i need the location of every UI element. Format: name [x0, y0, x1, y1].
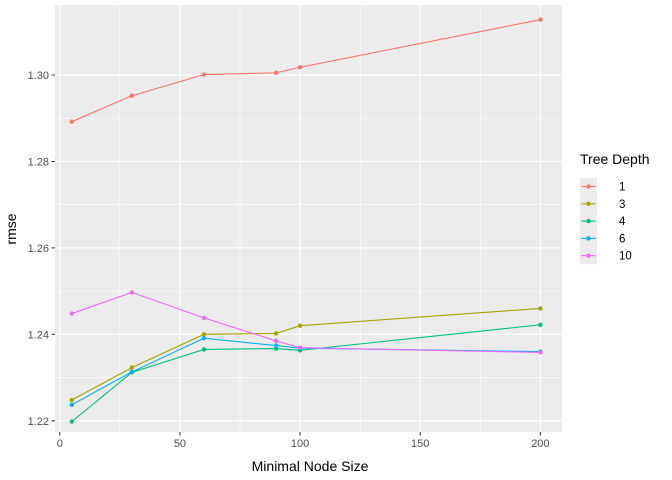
data-point-10 [69, 311, 75, 316]
x-tick-label: 200 [531, 438, 549, 450]
data-point-10 [201, 315, 207, 321]
series-line-4 [71, 324, 541, 423]
data-point-10 [538, 350, 543, 355]
data-point-6 [201, 336, 207, 341]
x-tick-label: 0 [57, 438, 63, 450]
legend-label: 1 [619, 182, 625, 194]
legend-label: 6 [619, 233, 625, 245]
data-point-1 [69, 119, 75, 124]
data-point-3 [201, 332, 207, 337]
axes: 0 50 100 150 200 1.22 1.24 1.26 1.28 1.30 [28, 70, 550, 450]
y-tick-label: 1.24 [28, 329, 49, 341]
data-point-6 [69, 402, 75, 407]
legend-key-point [586, 253, 591, 258]
legend-key-point [586, 236, 591, 241]
data-point-3 [538, 306, 543, 311]
data-point-10 [297, 345, 303, 350]
x-tick-label: 100 [291, 438, 309, 450]
y-tick-label: 1.28 [28, 156, 49, 168]
data-point-1 [297, 65, 303, 70]
series-line-10 [71, 291, 541, 354]
data-point-10 [273, 338, 279, 344]
data-point-6 [273, 343, 279, 348]
data-point-1 [538, 17, 543, 22]
x-tick-label: 150 [411, 438, 429, 450]
data-point-3 [297, 323, 303, 328]
x-axis-title: Minimal Node Size [252, 458, 369, 474]
panel-background [55, 5, 562, 432]
data-point-10 [129, 290, 135, 295]
data-point-4 [273, 346, 279, 351]
data-point-3 [69, 397, 75, 403]
legend-label: 4 [619, 216, 626, 228]
data-point-1 [201, 72, 207, 77]
legend-key-point [586, 184, 591, 189]
legend-title: Tree Depth [580, 151, 650, 167]
data-point-1 [129, 93, 135, 98]
data-point-1 [273, 70, 279, 76]
series-layer [69, 17, 543, 424]
data-point-4 [69, 419, 75, 424]
data-point-4 [538, 322, 543, 328]
series-line-3 [71, 307, 541, 401]
legend-label: 10 [619, 251, 632, 263]
data-point-6 [129, 369, 135, 375]
data-point-3 [273, 331, 279, 336]
y-tick-label: 1.26 [28, 243, 49, 255]
data-point-3 [129, 365, 135, 370]
legend-key-point [586, 218, 591, 224]
legend: Tree Depth 1 3 4 6 10 [580, 151, 650, 265]
data-point-4 [201, 347, 207, 352]
y-axis-title: rmse [3, 213, 19, 244]
y-tick-label: 1.22 [28, 416, 49, 428]
series-line-1 [71, 19, 541, 123]
y-tick-label: 1.30 [28, 70, 49, 82]
plot-panel [55, 5, 562, 432]
legend-key-point [586, 201, 591, 206]
x-tick-label: 50 [174, 438, 186, 450]
legend-label: 3 [619, 199, 625, 211]
